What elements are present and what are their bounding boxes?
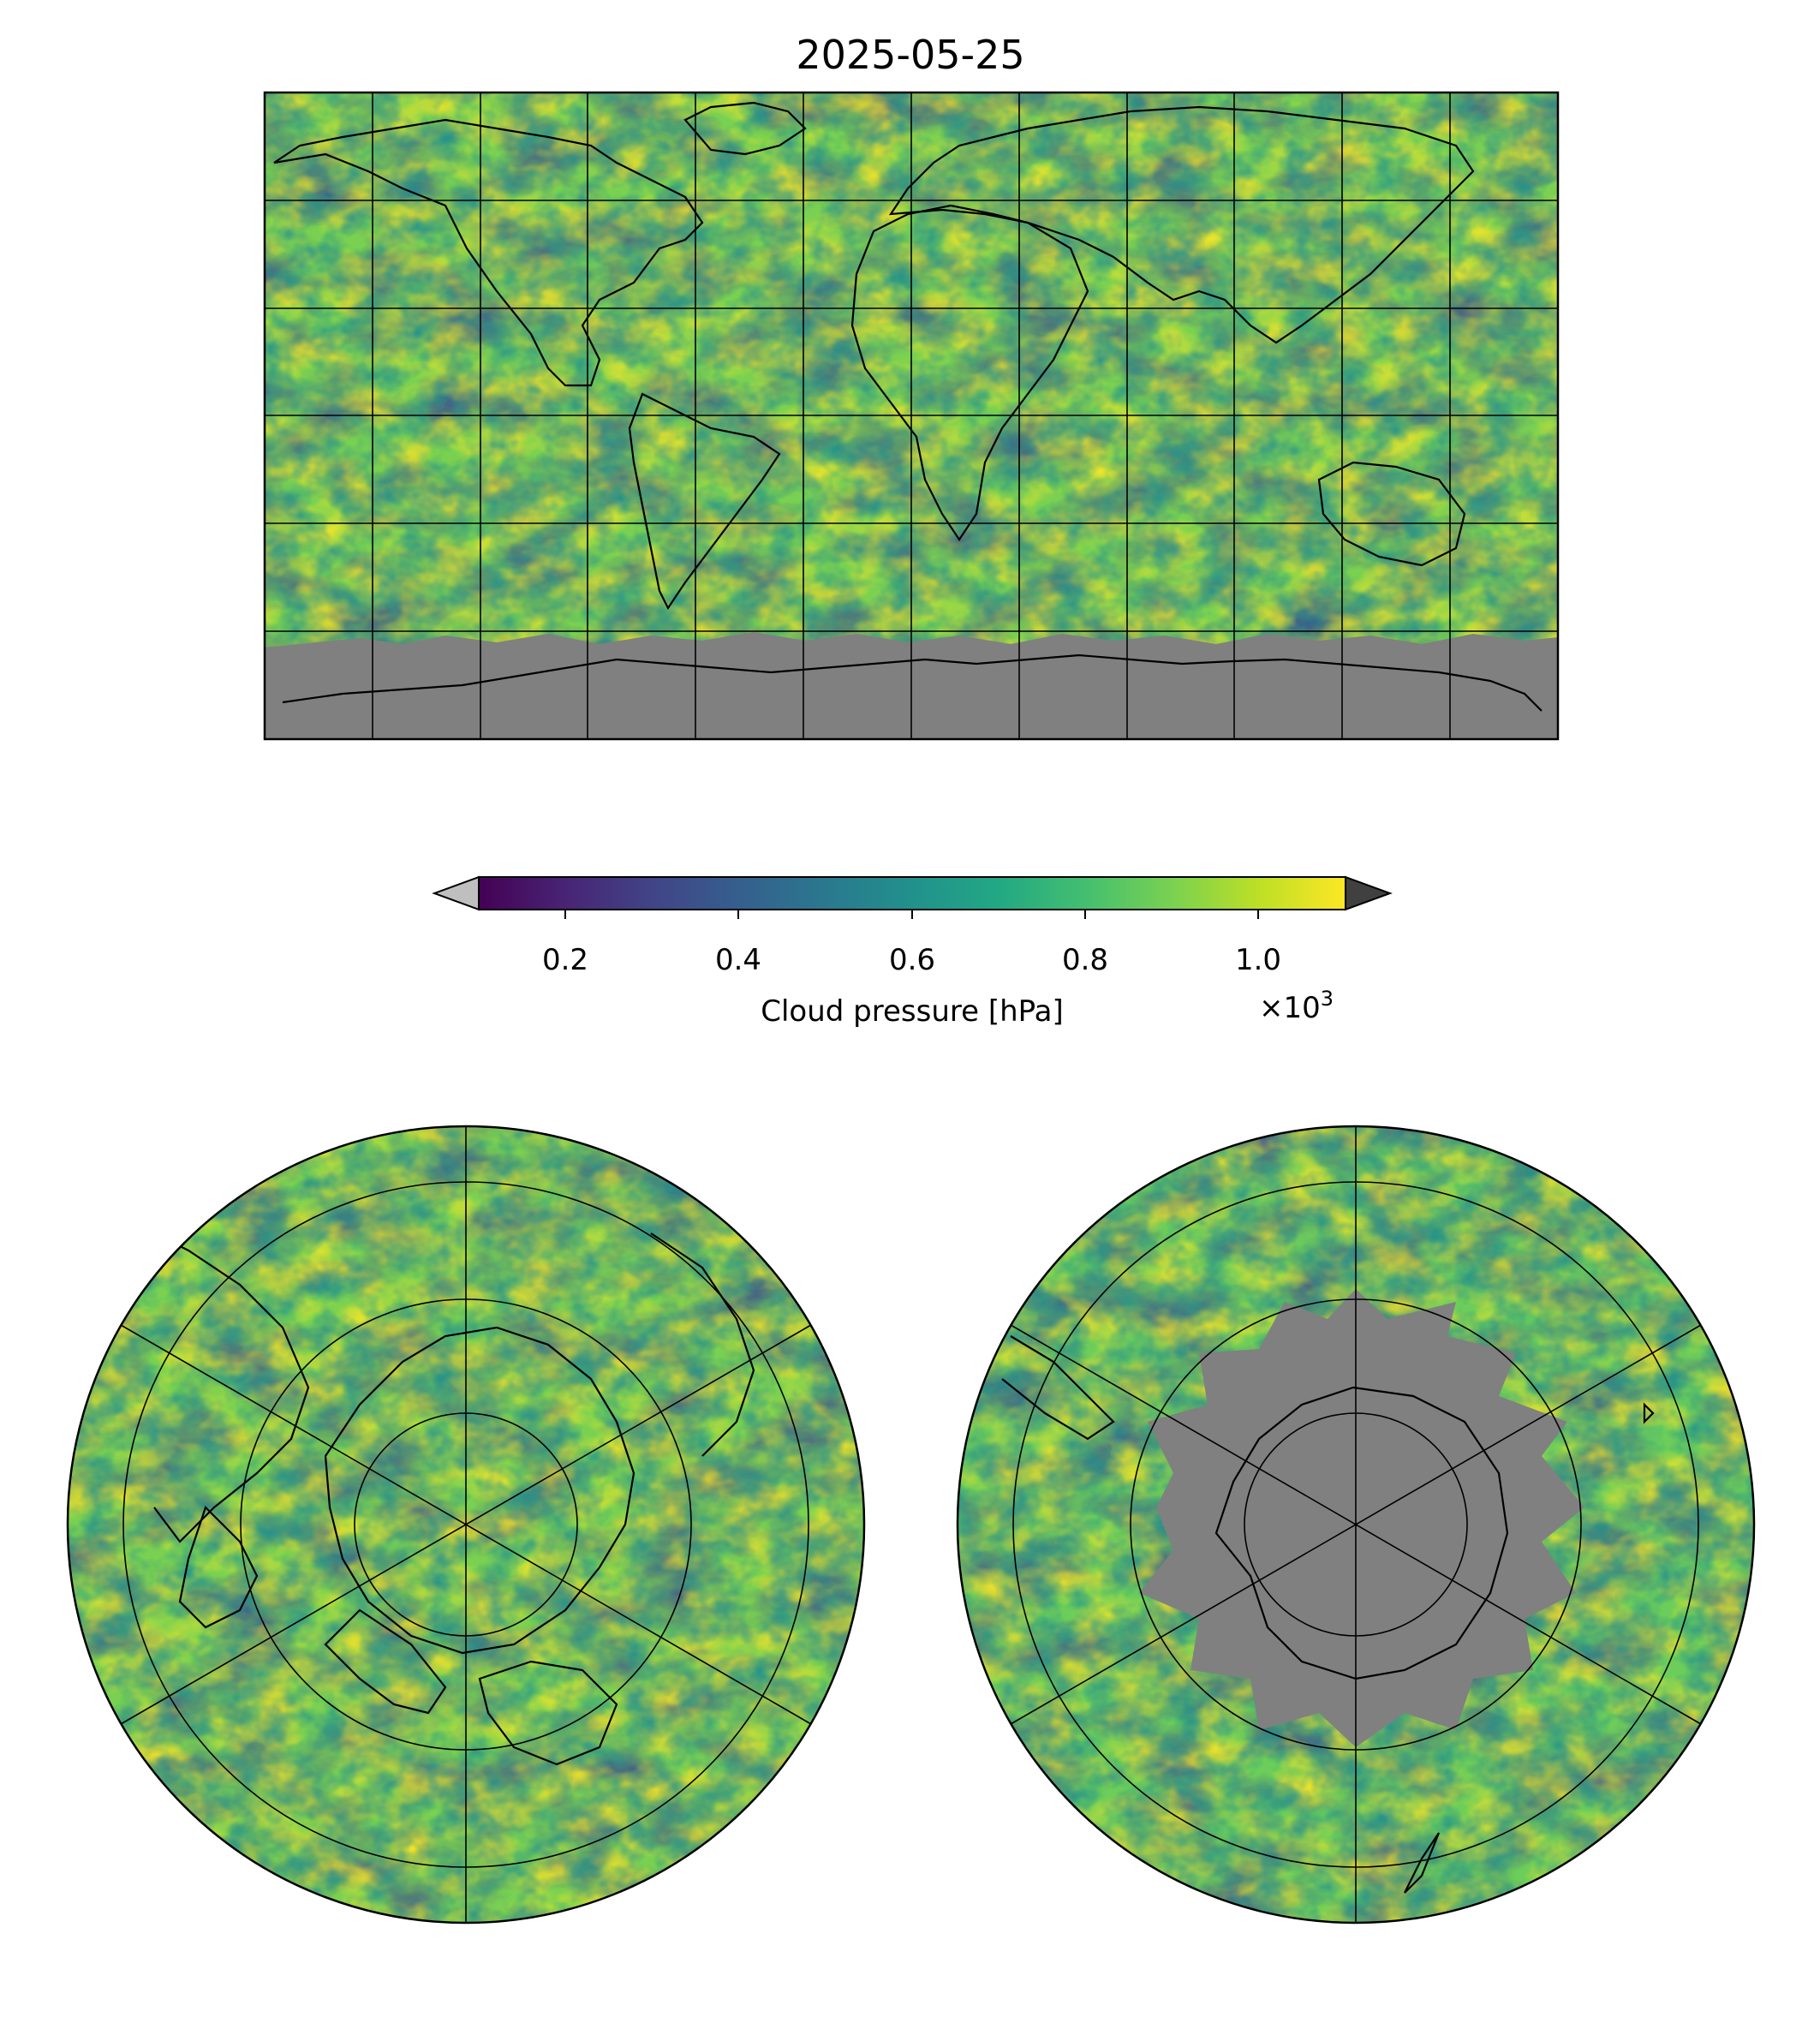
global-map-frame (263, 91, 1560, 741)
colorbar-under-extension (432, 875, 480, 911)
north-map-frame (66, 1125, 866, 1925)
colorbar-over-extension (1345, 875, 1393, 911)
south-coastlines (1001, 1335, 1655, 1894)
south-polar-map (956, 1125, 1756, 1925)
global-map (263, 91, 1560, 741)
north-polar-map (66, 1125, 866, 1925)
north-gridlines (120, 1126, 812, 1923)
colorbar-tick-label: 0.4 (715, 943, 761, 977)
colorbar-tick-label: 1.0 (1235, 943, 1281, 977)
global-gridlines (265, 92, 1558, 739)
south-no-data-region (1139, 1289, 1584, 1747)
colorbar-tick-label: 0.8 (1062, 943, 1108, 977)
colorbar-ticks (564, 910, 1259, 919)
north-coastlines (136, 1224, 755, 1766)
colorbar-gradient (479, 877, 1346, 910)
global-coastlines (273, 101, 1543, 712)
colorbar-tick-label: 0.6 (889, 943, 935, 977)
colorbar-multiplier-exponent: 3 (1321, 987, 1334, 1011)
figure-title: 2025-05-25 (796, 32, 1024, 78)
colorbar-label: Cloud pressure [hPa] (761, 994, 1063, 1029)
colorbar-multiplier: ×103 (1259, 987, 1334, 1025)
south-gridlines (1010, 1126, 1702, 1923)
colorbar-multiplier-base: ×10 (1259, 991, 1321, 1025)
south-map-frame (956, 1125, 1756, 1925)
colorbar: 0.2 0.4 0.6 0.8 1.0 Cloud pressure [hPa]… (432, 875, 1393, 1029)
colorbar-tick-label: 0.2 (542, 943, 588, 977)
